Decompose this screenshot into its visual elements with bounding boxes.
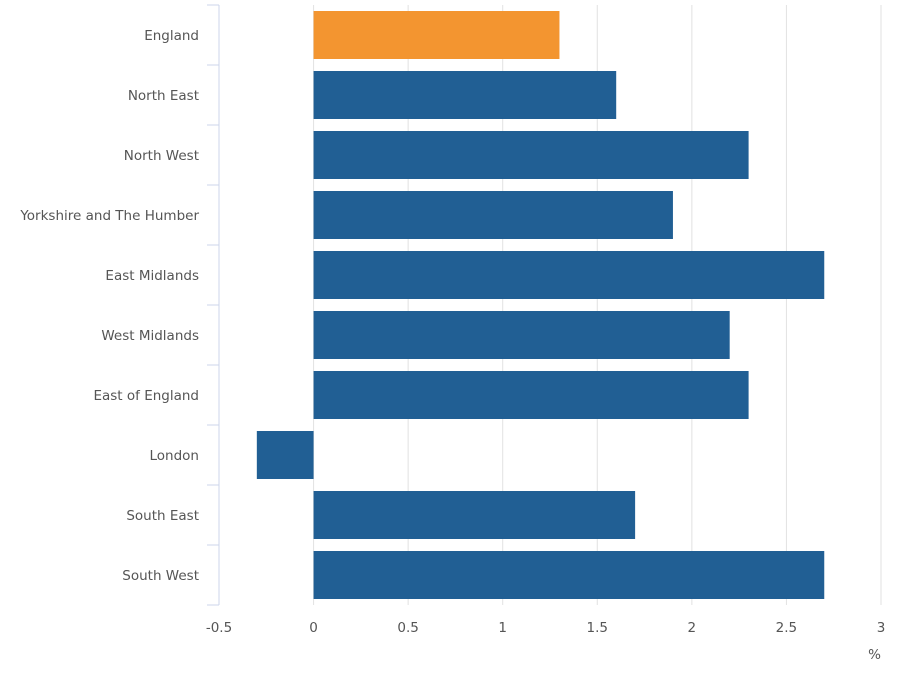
bar-england[interactable] — [313, 11, 560, 59]
x-tick-label: 1 — [498, 620, 507, 636]
x-tick-label: 0.5 — [397, 620, 418, 636]
bar-west-midlands[interactable] — [313, 311, 730, 359]
category-label: North West — [124, 148, 199, 164]
category-label: South East — [126, 508, 199, 524]
category-label: England — [144, 28, 199, 44]
bar-yorkshire-and-the-humber[interactable] — [313, 191, 673, 239]
x-tick-label: 1.5 — [587, 620, 608, 636]
category-label: Yorkshire and The Humber — [19, 208, 199, 224]
bar-london[interactable] — [256, 431, 314, 479]
x-tick-label: 2.5 — [776, 620, 797, 636]
bar-north-west[interactable] — [313, 131, 749, 179]
x-tick-label: 3 — [877, 620, 886, 636]
bar-south-east[interactable] — [313, 491, 636, 539]
x-tick-label: 2 — [688, 620, 697, 636]
category-label: East Midlands — [105, 268, 199, 284]
category-label: London — [150, 448, 200, 464]
bar-east-midlands[interactable] — [313, 251, 825, 299]
bar-east-of-england[interactable] — [313, 371, 749, 419]
bar-south-west[interactable] — [313, 551, 825, 599]
bar-north-east[interactable] — [313, 71, 617, 119]
category-label: East of England — [93, 388, 199, 404]
category-label: South West — [122, 568, 199, 584]
x-axis-label: % — [868, 647, 881, 663]
x-tick-label: -0.5 — [206, 620, 232, 636]
category-label: West Midlands — [101, 328, 199, 344]
category-label: North East — [128, 88, 199, 104]
x-tick-label: 0 — [309, 620, 318, 636]
